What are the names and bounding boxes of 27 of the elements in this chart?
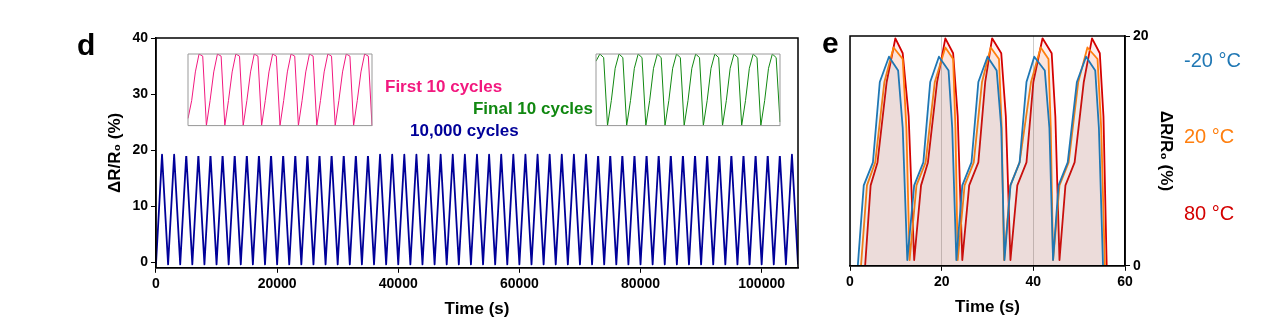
x-tick-label: 40 bbox=[1025, 273, 1042, 290]
x-tick-label: 20 bbox=[933, 273, 950, 290]
text: 20 °C bbox=[1184, 125, 1235, 148]
y-tick-label: 10 bbox=[132, 197, 149, 214]
x-tick-label: 40000 bbox=[378, 275, 418, 292]
y-tick-label: 20 bbox=[132, 140, 149, 157]
x-tick-label: 100000 bbox=[738, 275, 786, 292]
x-tick-label: 60000 bbox=[499, 275, 540, 292]
text: 80 °C bbox=[1184, 201, 1235, 224]
x-axis-title: Time (s) bbox=[955, 297, 1020, 317]
y-axis-title: ΔR/R₀ (%) bbox=[104, 112, 124, 194]
series-label: Final 10 cycles bbox=[471, 99, 593, 119]
x-tick-label: 0 bbox=[152, 275, 161, 292]
x-tick-label: 80000 bbox=[621, 275, 661, 292]
series-label: First 10 cycles bbox=[385, 77, 504, 97]
y-tick-label: 0 bbox=[140, 253, 149, 270]
series-label: 10,000 cycles bbox=[410, 121, 520, 141]
x-tick-label: 0 bbox=[846, 273, 855, 290]
chart-title: d bbox=[77, 28, 96, 62]
x-axis-title: Time (s) bbox=[444, 299, 510, 319]
text: -20 °C bbox=[1184, 48, 1241, 71]
chart-title: e bbox=[822, 26, 839, 60]
y-tick-label: 40 bbox=[132, 28, 149, 45]
y-axis-title: ΔR/R₀ (%) bbox=[1157, 110, 1177, 192]
x-tick-label: 60 bbox=[1117, 273, 1134, 290]
y-tick-label: 30 bbox=[132, 84, 149, 101]
x-tick-label: 20000 bbox=[257, 275, 297, 292]
